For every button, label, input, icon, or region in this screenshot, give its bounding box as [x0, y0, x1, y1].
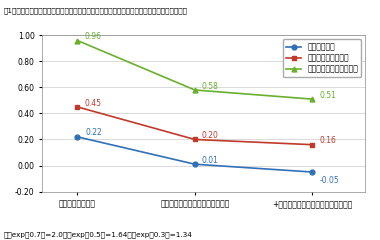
- 国内・地域公的標準: [310, 143, 315, 146]
- 国内・地域公的標準: [193, 138, 197, 141]
- 民間国際フォーラム標準: [75, 39, 80, 42]
- Text: 0.22: 0.22: [86, 128, 103, 138]
- Text: -0.05: -0.05: [319, 176, 339, 185]
- Legend: 国際公的標準, 国内・地域公的標準, 民間国際フォーラム標準: 国際公的標準, 国内・地域公的標準, 民間国際フォーラム標準: [283, 39, 361, 77]
- Text: 図1．　各標準に依拠した発明の質　（各標準の追加効果、縦軸は特許の被引用回数の対数）: 図1． 各標準に依拠した発明の質 （各標準の追加効果、縦軸は特許の被引用回数の対…: [4, 7, 188, 14]
- Text: 0.45: 0.45: [84, 99, 101, 108]
- Text: 0.96: 0.96: [84, 32, 101, 41]
- Text: 0.01: 0.01: [202, 156, 218, 165]
- Line: 国内・地域公的標準: 国内・地域公的標準: [75, 104, 315, 147]
- 国内・地域公的標準: [75, 105, 80, 108]
- Text: 0.16: 0.16: [319, 136, 336, 145]
- 国際公的標準: [75, 135, 80, 138]
- 民間国際フォーラム標準: [310, 98, 315, 101]
- Line: 民間国際フォーラム標準: 民間国際フォーラム標準: [75, 38, 315, 102]
- Text: 0.58: 0.58: [202, 82, 218, 91]
- Text: 0.20: 0.20: [202, 131, 218, 140]
- Text: 注）exp（0.7）=2.0，　exp（0.5）=1.64，　exp（0.3）=1.34: 注）exp（0.7）=2.0， exp（0.5）=1.64， exp（0.3）=…: [4, 231, 193, 238]
- 国際公的標準: [193, 163, 197, 166]
- Line: 国際公的標準: 国際公的標準: [75, 134, 315, 174]
- Text: 0.51: 0.51: [319, 91, 336, 100]
- 国際公的標準: [310, 171, 315, 174]
- 民間国際フォーラム標準: [193, 89, 197, 91]
